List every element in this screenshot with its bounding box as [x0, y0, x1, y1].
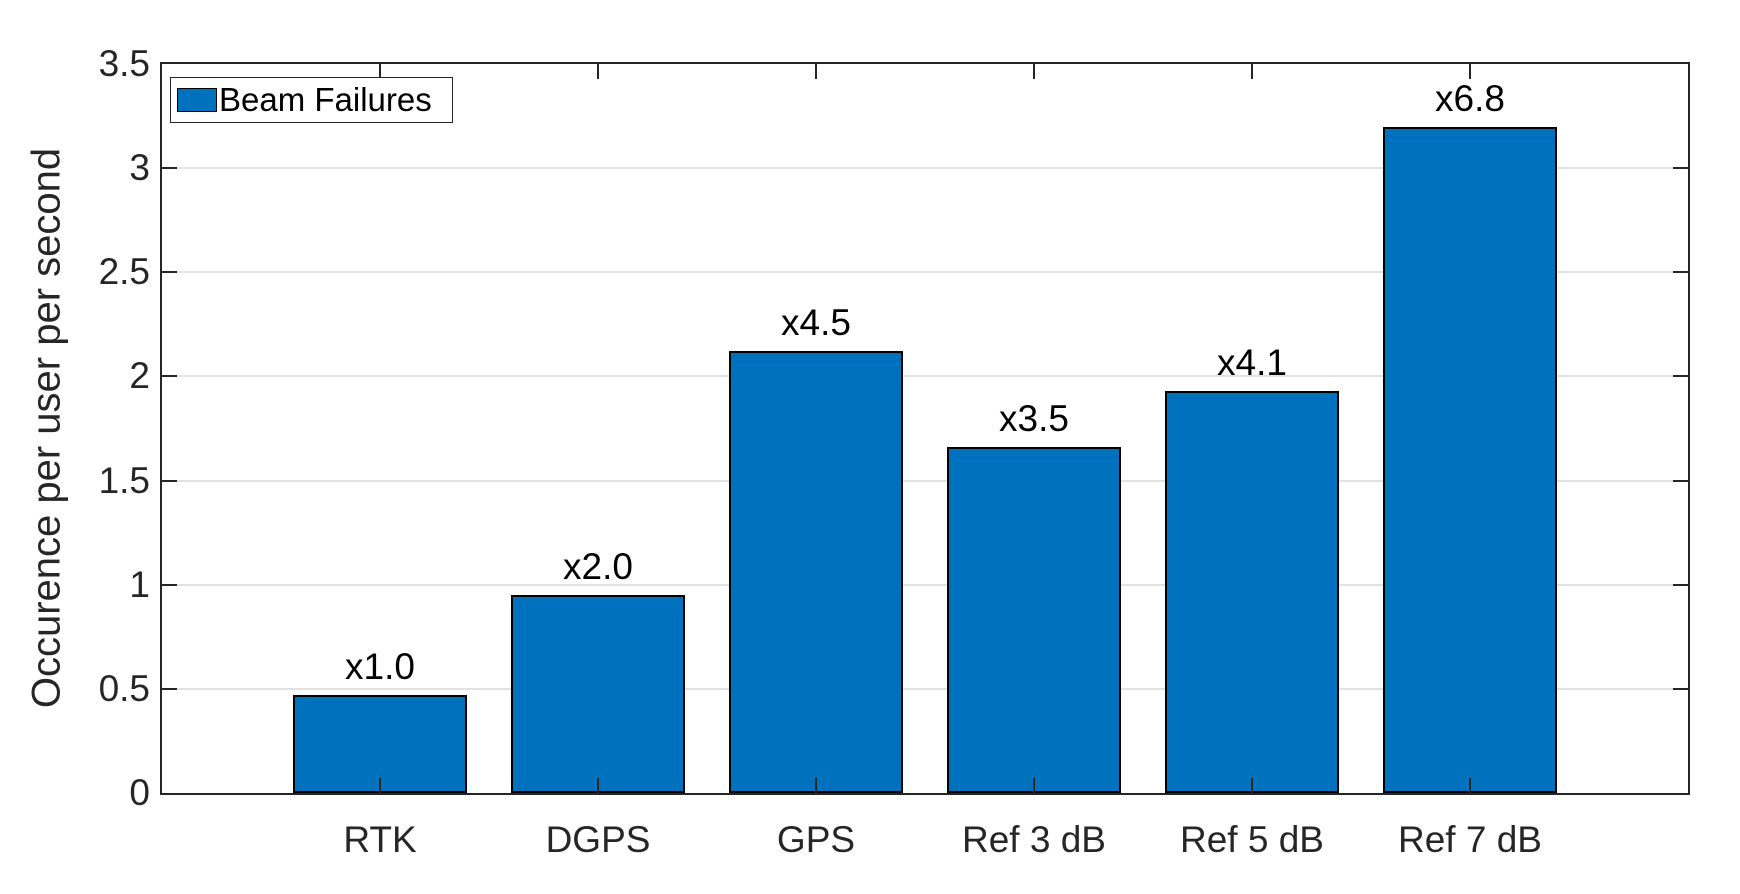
bar [510, 595, 686, 793]
legend-label: Beam Failures [219, 81, 432, 118]
y-tick-label: 0.5 [98, 667, 150, 709]
y-tick-mark-left [162, 583, 177, 586]
bar-value-label: x2.0 [563, 546, 633, 588]
y-tick-mark-left [162, 687, 177, 690]
x-tick-mark-bottom [1469, 778, 1471, 793]
x-tick-mark-top [1469, 64, 1471, 79]
x-tick-mark-top [379, 64, 381, 79]
y-tick-mark-right [1673, 271, 1688, 274]
y-tick-label: 1 [129, 563, 150, 605]
y-tick-mark-right [1673, 583, 1688, 586]
y-tick-label: 3.5 [98, 43, 150, 84]
x-tick-label: Ref 3 dB [962, 819, 1106, 860]
gridline [162, 167, 1688, 170]
gridline [162, 375, 1688, 378]
y-tick-label: 2 [129, 355, 150, 397]
x-tick-mark-top [815, 64, 817, 79]
y-tick-mark-left [162, 271, 177, 274]
gridline [162, 583, 1688, 586]
bar [1382, 126, 1558, 793]
x-tick-mark-top [597, 64, 599, 79]
y-tick-label: 2.5 [98, 251, 150, 293]
y-tick-mark-left [162, 375, 177, 378]
bar-value-label: x1.0 [345, 646, 415, 688]
x-tick-mark-top [1251, 64, 1253, 79]
legend: Beam Failures [170, 77, 453, 123]
x-tick-mark-bottom [597, 778, 599, 793]
y-tick-label: 0 [129, 772, 150, 813]
y-tick-label: 3 [129, 147, 150, 189]
bar [728, 351, 904, 793]
bar-value-label: x3.5 [999, 398, 1069, 440]
bar [946, 447, 1122, 793]
bar [292, 695, 468, 793]
y-tick-mark-right [1673, 479, 1688, 482]
y-tick-mark-left [162, 167, 177, 170]
gridline [162, 687, 1688, 690]
x-tick-label: Ref 5 dB [1180, 819, 1324, 860]
y-axis-label: Occurence per user per second [24, 147, 69, 709]
x-tick-mark-top [1033, 64, 1035, 79]
gridline [162, 479, 1688, 482]
x-tick-mark-bottom [1033, 778, 1035, 793]
x-tick-mark-bottom [1251, 778, 1253, 793]
y-tick-mark-right [1673, 375, 1688, 378]
y-tick-mark-right [1673, 687, 1688, 690]
bar-value-label: x4.5 [781, 302, 851, 344]
x-tick-label: Ref 7 dB [1398, 819, 1542, 860]
bar [1164, 391, 1340, 793]
bar-value-label: x4.1 [1217, 342, 1287, 384]
plot-area: x1.0 x2.0 x4.5 x3.5 x4.1 x6.8 [160, 62, 1690, 795]
gridline [162, 271, 1688, 274]
x-tick-label: GPS [776, 819, 856, 860]
x-tick-mark-bottom [815, 778, 817, 793]
bar-value-label: x6.8 [1435, 77, 1505, 119]
x-tick-label: RTK [343, 819, 417, 860]
x-tick-mark-bottom [379, 778, 381, 793]
y-tick-mark-left [162, 479, 177, 482]
legend-swatch [177, 88, 217, 112]
x-tick-label: DGPS [545, 819, 651, 860]
y-tick-label: 1.5 [98, 459, 150, 501]
y-tick-mark-right [1673, 167, 1688, 170]
